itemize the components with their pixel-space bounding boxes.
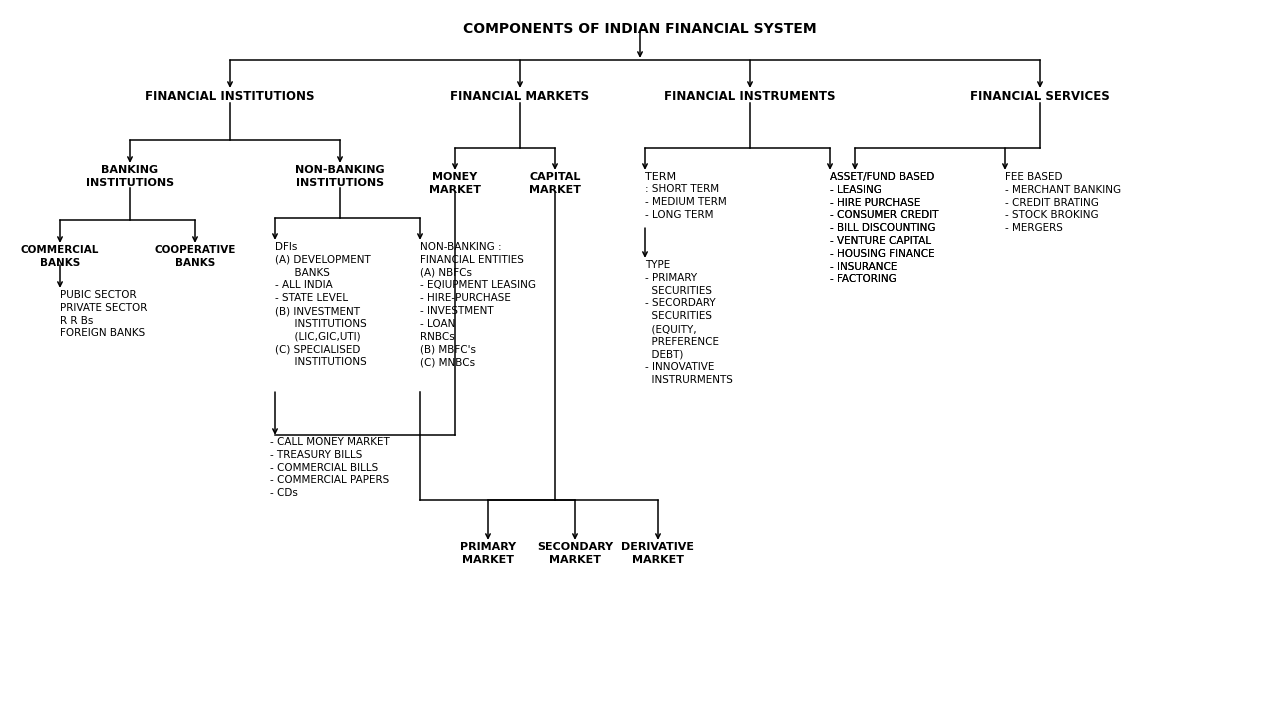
Text: FINANCIAL MARKETS: FINANCIAL MARKETS xyxy=(451,90,590,103)
Text: FEE BASED
- MERCHANT BANKING
- CREDIT BRATING
- STOCK BROKING
- MERGERS: FEE BASED - MERCHANT BANKING - CREDIT BR… xyxy=(1005,172,1121,233)
Text: SECONDARY
MARKET: SECONDARY MARKET xyxy=(536,542,613,565)
Text: COMPONENTS OF INDIAN FINANCIAL SYSTEM: COMPONENTS OF INDIAN FINANCIAL SYSTEM xyxy=(463,22,817,36)
Text: DERIVATIVE
MARKET: DERIVATIVE MARKET xyxy=(622,542,695,565)
Text: MONEY
MARKET: MONEY MARKET xyxy=(429,172,481,195)
Text: FINANCIAL SERVICES: FINANCIAL SERVICES xyxy=(970,90,1110,103)
Text: ASSET/FUND BASED
- LEASING
- HIRE PURCHASE
- CONSUMER CREDIT
- BILL DISCOUNTING
: ASSET/FUND BASED - LEASING - HIRE PURCHA… xyxy=(829,172,938,285)
Text: CAPITAL
MARKET: CAPITAL MARKET xyxy=(529,172,581,195)
Text: COOPERATIVE
BANKS: COOPERATIVE BANKS xyxy=(155,245,236,268)
Text: TYPE
- PRIMARY
  SECURITIES
- SECORDARY
  SECURITIES
  (EQUITY,
  PREFERENCE
  D: TYPE - PRIMARY SECURITIES - SECORDARY SE… xyxy=(645,260,733,385)
Text: COMMERCIAL
BANKS: COMMERCIAL BANKS xyxy=(20,245,99,268)
Text: FINANCIAL INSTITUTIONS: FINANCIAL INSTITUTIONS xyxy=(145,90,315,103)
Text: PUBIC SECTOR
PRIVATE SECTOR
R R Bs
FOREIGN BANKS: PUBIC SECTOR PRIVATE SECTOR R R Bs FOREI… xyxy=(60,290,147,338)
Text: TERM: TERM xyxy=(645,172,676,182)
Text: NON-BANKING
INSTITUTIONS: NON-BANKING INSTITUTIONS xyxy=(296,165,385,188)
Text: FINANCIAL INSTRUMENTS: FINANCIAL INSTRUMENTS xyxy=(664,90,836,103)
Text: ASSET/FUND BASED
- LEASING
- HIRE PURCHASE
- CONSUMER CREDIT
- BILL DISCOUNTING
: ASSET/FUND BASED - LEASING - HIRE PURCHA… xyxy=(829,172,938,285)
Text: PRIMARY
MARKET: PRIMARY MARKET xyxy=(460,542,516,565)
Text: BANKING
INSTITUTIONS: BANKING INSTITUTIONS xyxy=(86,165,174,188)
Text: : SHORT TERM
- MEDIUM TERM
- LONG TERM: : SHORT TERM - MEDIUM TERM - LONG TERM xyxy=(645,184,727,219)
Text: NON-BANKING :
FINANCIAL ENTITIES
(A) NBFCs
- EQIUPMENT LEASING
- HIRE-PURCHASE
-: NON-BANKING : FINANCIAL ENTITIES (A) NBF… xyxy=(420,242,536,367)
Text: - CALL MONEY MARKET
- TREASURY BILLS
- COMMERCIAL BILLS
- COMMERCIAL PAPERS
- CD: - CALL MONEY MARKET - TREASURY BILLS - C… xyxy=(270,437,389,498)
Text: DFIs
(A) DEVELOPMENT
      BANKS
- ALL INDIA
- STATE LEVEL
(B) INVESTMENT
      : DFIs (A) DEVELOPMENT BANKS - ALL INDIA -… xyxy=(275,242,371,367)
